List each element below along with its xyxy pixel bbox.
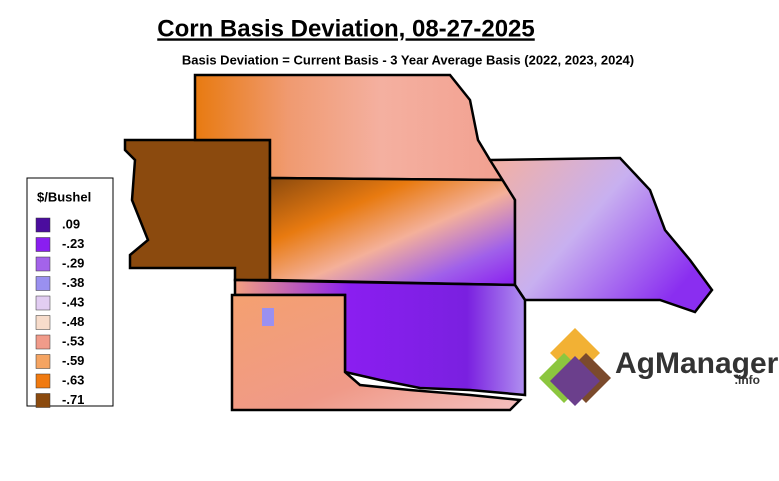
missouri — [487, 156, 714, 314]
legend-label: -.71 — [62, 392, 84, 407]
legend-label: -.53 — [62, 333, 84, 348]
title: Corn Basis Deviation, 08-27-2025 — [157, 15, 535, 42]
legend-swatch — [35, 237, 51, 252]
legend-label: .09 — [62, 216, 80, 231]
colorado — [123, 138, 272, 282]
legend-title: $/Bushel — [37, 189, 91, 204]
legend-label: -.43 — [62, 294, 84, 309]
legend-swatch — [35, 373, 51, 389]
texas-panhandle — [230, 293, 523, 412]
legend-label: -.23 — [62, 236, 84, 251]
kansas — [268, 176, 517, 287]
subtitle: Basis Deviation = Current Basis - 3 Year… — [182, 52, 634, 67]
legend-label: -.38 — [62, 275, 84, 290]
blue-spot — [262, 308, 274, 326]
legend-swatch — [35, 256, 51, 272]
logo: AgManager .info — [539, 328, 779, 406]
legend-swatch — [35, 315, 51, 330]
legend-swatch — [35, 295, 51, 311]
legend-swatch — [35, 334, 51, 350]
map — [123, 73, 714, 412]
logo-suffix: .info — [735, 373, 760, 387]
legend-swatch — [35, 276, 51, 291]
legend: $/Bushel .09 -.23 -.29 -.38 -.43 -.48 -.53 -.59… — [26, 177, 114, 408]
legend-label: -.63 — [62, 372, 84, 387]
legend-label: -.29 — [62, 255, 84, 270]
logo-name: AgManager — [615, 347, 779, 380]
legend-swatch — [35, 217, 51, 233]
logo-chart — [550, 356, 600, 406]
legend-label: -.48 — [62, 314, 84, 329]
legend-swatch — [35, 393, 51, 408]
legend-swatch — [35, 354, 51, 369]
legend-label: -.59 — [62, 353, 84, 368]
